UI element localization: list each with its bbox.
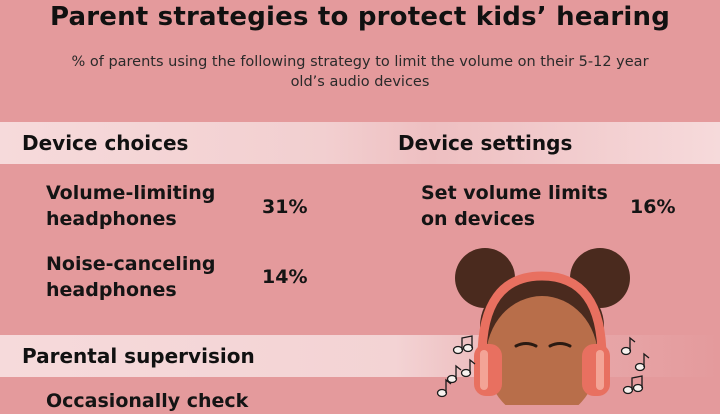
- item-set-volume-limits-label: Set volume limits on devices: [421, 180, 608, 232]
- section-bar-top: Device choices Device settings: [0, 122, 720, 164]
- item-occasionally-check-label: Occasionally check: [46, 388, 248, 414]
- music-note-icon: [620, 336, 636, 356]
- section-parental-supervision: Parental supervision: [22, 344, 255, 368]
- item-set-volume-limits-value: 16%: [630, 196, 676, 218]
- earcup-left-highlight: [480, 350, 488, 390]
- item-occasionally-check-line1: Occasionally check: [46, 390, 249, 412]
- music-notes-left: [436, 335, 476, 398]
- section-device-choices: Device choices: [22, 131, 189, 155]
- item-noise-canceling-value: 14%: [262, 266, 308, 288]
- chart-subtitle: % of parents using the following strateg…: [71, 54, 649, 90]
- item-set-volume-limits-line1: Set volume limits: [421, 182, 608, 204]
- music-note-icon: [634, 352, 650, 372]
- music-note-icon: [446, 364, 462, 384]
- eyebrow-left: [514, 342, 538, 348]
- headphone-band: [477, 271, 607, 359]
- item-volume-limiting-line1: Volume-limiting: [46, 182, 216, 204]
- music-note-icon: [460, 358, 476, 378]
- item-volume-limiting-label: Volume-limiting headphones: [46, 180, 215, 232]
- music-notes-right: [620, 336, 650, 395]
- item-noise-canceling-line2: headphones: [46, 279, 177, 301]
- item-volume-limiting-value: 31%: [262, 196, 308, 218]
- double-music-note-icon: [452, 335, 474, 355]
- earcup-right-highlight: [596, 350, 604, 390]
- section-device-settings: Device settings: [398, 131, 573, 155]
- eyebrow-right: [548, 342, 572, 348]
- chart-title: Parent strategies to protect kids’ heari…: [49, 2, 671, 32]
- item-noise-canceling-line1: Noise-canceling: [46, 253, 216, 275]
- headphones-girl-illustration: [436, 248, 650, 405]
- item-volume-limiting-line2: headphones: [46, 208, 177, 230]
- item-noise-canceling-label: Noise-canceling headphones: [46, 251, 215, 303]
- double-music-note-icon: [622, 375, 644, 395]
- face: [486, 296, 598, 405]
- music-note-icon: [436, 378, 452, 398]
- item-set-volume-limits-line2: on devices: [421, 208, 536, 230]
